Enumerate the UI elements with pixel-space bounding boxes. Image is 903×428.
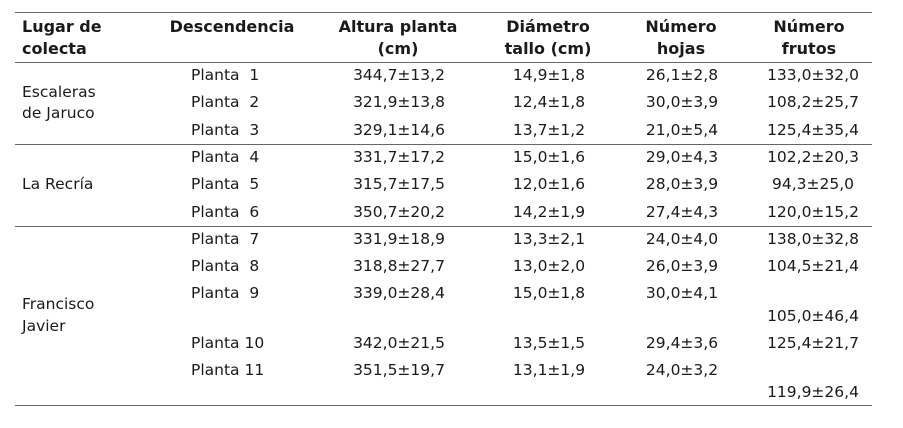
row-hojas: 30,0±3,9 — [645, 93, 719, 111]
row-altura: 344,7±13,2 — [353, 66, 445, 84]
row-descendencia: Planta 6 — [191, 203, 260, 221]
row-diametro: 12,4±1,8 — [512, 93, 586, 111]
row-altura: 351,5±19,7 — [353, 361, 445, 379]
row-hojas: 24,0±4,0 — [645, 230, 719, 248]
group-label: Javier — [22, 317, 66, 335]
row-descendencia: Planta 11 — [191, 361, 265, 379]
row-frutos: 138,0±32,8 — [767, 230, 859, 248]
row-diametro: 13,1±1,9 — [512, 361, 586, 379]
row-frutos: 125,4±35,4 — [767, 121, 859, 139]
group-label: de Jaruco — [22, 104, 95, 122]
row-descendencia: Planta 8 — [191, 257, 260, 275]
row-altura: 321,9±13,8 — [353, 93, 445, 111]
bottom-rule — [15, 405, 872, 406]
row-hojas: 29,4±3,6 — [645, 334, 719, 352]
row-hojas: 30,0±4,1 — [645, 284, 719, 302]
header-frutos: frutos — [781, 39, 837, 58]
header-lugar: Lugar de — [22, 17, 102, 36]
row-diametro: 13,5±1,5 — [512, 334, 586, 352]
row-diametro: 13,0±2,0 — [512, 257, 586, 275]
row-diametro: 14,2±1,9 — [512, 203, 586, 221]
header-frutos: Número — [773, 17, 845, 36]
group-divider — [15, 144, 872, 145]
row-hojas: 28,0±3,9 — [645, 175, 719, 193]
row-frutos: 108,2±25,7 — [767, 93, 859, 111]
row-diametro: 13,7±1,2 — [512, 121, 586, 139]
group-label: Escaleras — [22, 83, 96, 101]
header-altura: (cm) — [377, 39, 419, 58]
row-descendencia: Planta 7 — [191, 230, 260, 248]
header-diametro: tallo (cm) — [504, 39, 592, 58]
group-label: Francisco — [22, 295, 95, 313]
row-frutos: 94,3±25,0 — [771, 175, 855, 193]
row-hojas: 24,0±3,2 — [645, 361, 719, 379]
row-altura: 318,8±27,7 — [353, 257, 445, 275]
row-hojas: 26,0±3,9 — [645, 257, 719, 275]
row-frutos: 104,5±21,4 — [767, 257, 859, 275]
row-altura: 329,1±14,6 — [353, 121, 445, 139]
header-hojas: hojas — [656, 39, 706, 58]
row-hojas: 26,1±2,8 — [645, 66, 719, 84]
row-frutos: 125,4±21,7 — [767, 334, 859, 352]
header-lugar: colecta — [22, 39, 87, 58]
row-altura: 350,7±20,2 — [353, 203, 445, 221]
group-label: La Recría — [22, 175, 94, 193]
row-hojas: 27,4±4,3 — [645, 203, 719, 221]
row-altura: 339,0±28,4 — [353, 284, 445, 302]
row-altura: 342,0±21,5 — [353, 334, 445, 352]
header-altura: Altura planta — [338, 17, 458, 36]
row-frutos: 120,0±15,2 — [767, 203, 859, 221]
row-frutos: 119,9±26,4 — [767, 383, 859, 401]
row-diametro: 12,0±1,6 — [512, 175, 586, 193]
row-frutos: 133,0±32,0 — [767, 66, 859, 84]
row-altura: 331,7±17,2 — [353, 148, 445, 166]
group-divider — [15, 226, 872, 227]
row-altura: 315,7±17,5 — [353, 175, 445, 193]
row-descendencia: Planta 5 — [191, 175, 260, 193]
top-rule — [15, 12, 872, 13]
row-frutos: 102,2±20,3 — [767, 148, 859, 166]
header-diametro: Diámetro — [506, 17, 590, 36]
row-diametro: 13,3±2,1 — [512, 230, 586, 248]
row-descendencia: Planta 9 — [191, 284, 260, 302]
header-rule — [15, 62, 872, 63]
row-hojas: 29,0±4,3 — [645, 148, 719, 166]
row-descendencia: Planta 2 — [191, 93, 260, 111]
header-descendencia: Descendencia — [169, 17, 295, 36]
row-altura: 331,9±18,9 — [353, 230, 445, 248]
row-descendencia: Planta 1 — [191, 66, 260, 84]
row-diametro: 14,9±1,8 — [512, 66, 586, 84]
row-descendencia: Planta 10 — [191, 334, 265, 352]
row-diametro: 15,0±1,8 — [512, 284, 586, 302]
row-descendencia: Planta 4 — [191, 148, 260, 166]
row-diametro: 15,0±1,6 — [512, 148, 586, 166]
row-hojas: 21,0±5,4 — [645, 121, 719, 139]
row-frutos: 105,0±46,4 — [767, 307, 859, 325]
row-descendencia: Planta 3 — [191, 121, 260, 139]
header-hojas: Número — [645, 17, 717, 36]
